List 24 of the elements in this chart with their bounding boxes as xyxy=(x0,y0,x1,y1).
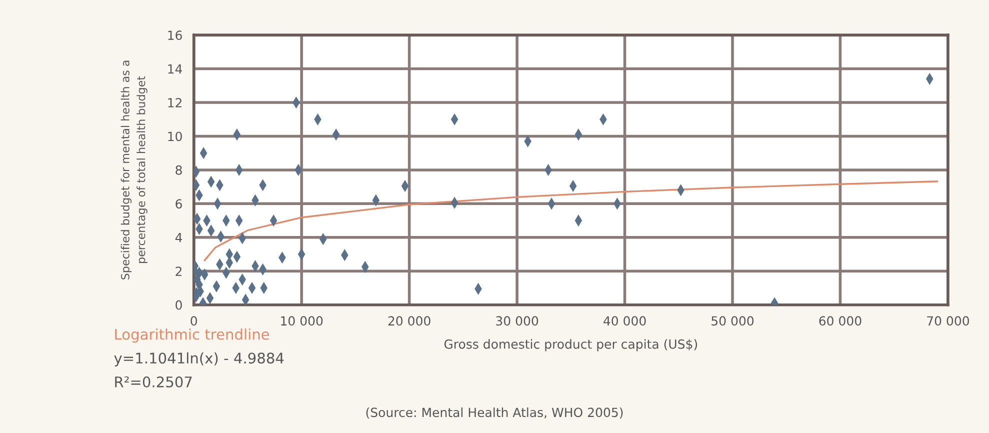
text: R²=0.2507 xyxy=(115,376,192,388)
x-tick-label: 30 000 xyxy=(496,316,538,326)
x-tick-label: 20 000 xyxy=(388,316,430,326)
x-tick-label: 0 xyxy=(190,316,197,326)
y-tick-label: 4 xyxy=(175,233,182,242)
y-tick-label: 2 xyxy=(176,266,182,276)
text: (Source: Mental Health Atlas, WHO 2005) xyxy=(366,407,623,419)
y-tick-label: 8 xyxy=(176,165,182,175)
y-tick-label: 6 xyxy=(176,199,182,209)
x-tick-label: 60 000 xyxy=(819,316,862,326)
x-tick-label: 50 000 xyxy=(712,316,754,326)
y-tick-label: 0 xyxy=(176,300,182,310)
line-series xyxy=(204,180,938,262)
y-tick-label: 16 xyxy=(168,30,182,40)
y-tick-label: 14 xyxy=(168,64,182,74)
x-tick-label: 40 000 xyxy=(604,316,646,326)
text: y=1.1041ln(x) - 4.9884 xyxy=(114,352,284,366)
x-axis-title: Gross domestic product per capita (US$) xyxy=(444,339,698,352)
x-tick-label: 70 000 xyxy=(927,316,969,326)
text: Logarithmic trendline xyxy=(115,328,270,343)
x-tick-label: 10 000 xyxy=(281,316,323,326)
y-axis-title: Specified budget for mental health as a percentage of total health budget xyxy=(120,60,148,280)
y-tick-label: 12 xyxy=(168,98,182,108)
y-tick-label: 10 xyxy=(168,132,182,142)
